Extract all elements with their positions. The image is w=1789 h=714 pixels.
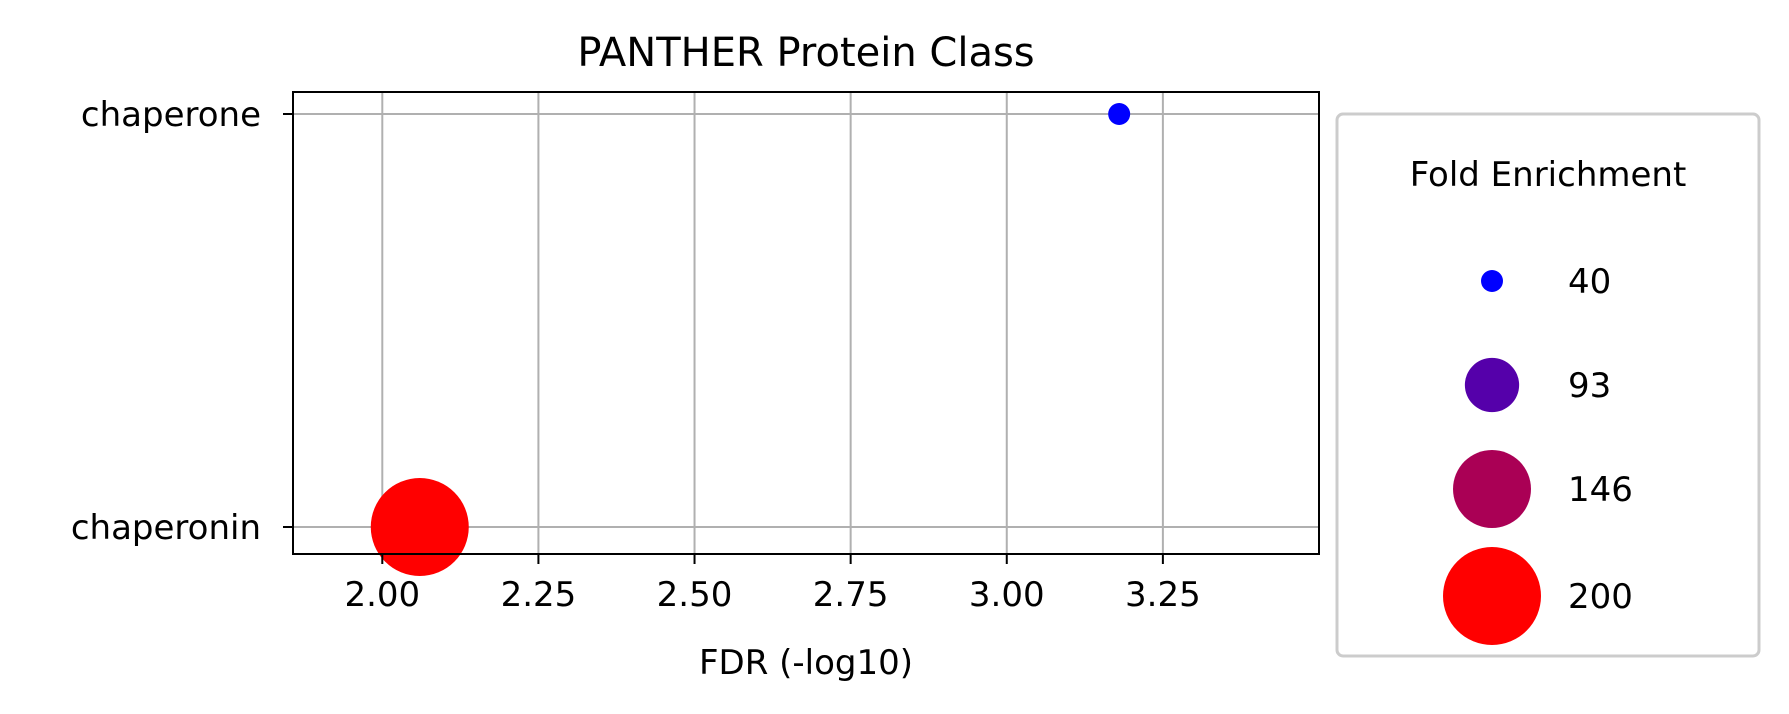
legend-label: 200 bbox=[1568, 577, 1633, 617]
x-tick-label: 2.75 bbox=[813, 575, 889, 615]
data-point bbox=[370, 478, 469, 576]
x-axis-label: FDR (-log10) bbox=[699, 643, 913, 683]
legend-box bbox=[1335, 112, 1761, 658]
legend-label: 40 bbox=[1568, 262, 1611, 302]
y-axis-ticks: chaperone chaperonin bbox=[71, 95, 293, 548]
data-points bbox=[370, 103, 1131, 576]
data-point bbox=[1108, 103, 1131, 125]
legend-label: 146 bbox=[1568, 470, 1633, 510]
legend: Fold Enrichment 40 93 146 200 bbox=[1335, 112, 1761, 658]
x-tick-label: 2.25 bbox=[501, 575, 577, 615]
legend-marker bbox=[1453, 450, 1531, 528]
x-tick-label: 2.00 bbox=[344, 575, 420, 615]
grid bbox=[293, 92, 1319, 554]
y-tick-label: chaperone bbox=[81, 95, 261, 135]
legend-title: Fold Enrichment bbox=[1410, 155, 1687, 195]
legend-marker bbox=[1481, 270, 1503, 292]
y-tick-label: chaperonin bbox=[71, 508, 261, 548]
chart-title: PANTHER Protein Class bbox=[577, 30, 1034, 76]
legend-marker bbox=[1464, 357, 1520, 413]
legend-marker bbox=[1443, 547, 1541, 645]
x-tick-label: 3.25 bbox=[1125, 575, 1201, 615]
plot-frame bbox=[292, 91, 1320, 555]
x-tick-label: 2.50 bbox=[657, 575, 733, 615]
x-axis-ticks: 2.00 2.25 2.50 2.75 3.00 3.25 bbox=[344, 554, 1201, 615]
legend-label: 93 bbox=[1568, 366, 1611, 406]
x-tick-label: 3.00 bbox=[969, 575, 1045, 615]
